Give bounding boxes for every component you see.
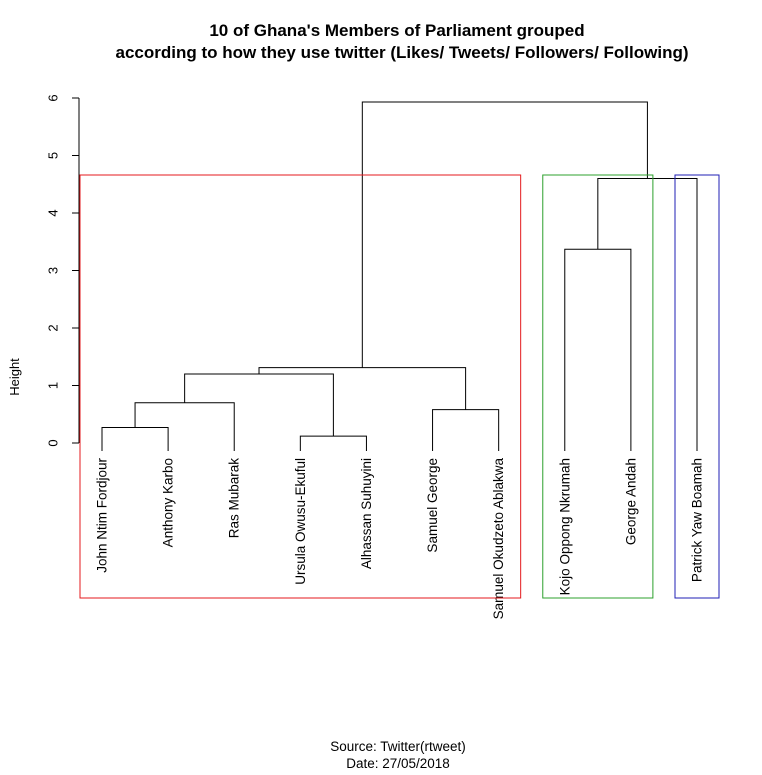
dendrogram-branch (185, 374, 334, 436)
leaf-label: Samuel George (425, 458, 440, 553)
y-axis-label: Height (7, 358, 22, 396)
y-tick-label: 5 (46, 152, 61, 159)
leaf-label: Ras Mubarak (227, 458, 242, 539)
leaf-label: Ursula Owusu-Ekuful (293, 458, 308, 585)
y-tick-label: 4 (46, 209, 61, 216)
leaf-label: Anthony Karbo (161, 458, 176, 547)
leaf-label: John Ntim Fordjour (95, 458, 110, 573)
leaf-labels: John Ntim Fordjour Anthony Karbo Ras Mubar… (95, 458, 705, 620)
dendrogram-branch (433, 410, 499, 451)
caption-date: Date: 27/05/2018 (346, 756, 450, 771)
leaf-label: Kojo Oppong Nkrumah (557, 458, 572, 595)
chart-title-line2: according to how they use twitter (Likes… (115, 43, 688, 62)
y-tick-label: 6 (46, 94, 61, 101)
caption-source: Source: Twitter(rtweet) (330, 739, 466, 754)
dendrogram-tree (102, 102, 697, 451)
dendrogram-branch (300, 436, 366, 451)
y-axis: 0 1 2 3 4 5 6 (46, 94, 80, 446)
dendrogram-branch (135, 403, 234, 451)
dendrogram-branch (102, 427, 168, 451)
leaf-label: George Andah (623, 458, 638, 545)
y-tick-label: 3 (46, 267, 61, 274)
leaf-label: Samuel Okudzeto Ablakwa (491, 458, 506, 620)
leaf-label: Patrick Yaw Boamah (690, 458, 705, 582)
dendrogram-branch (565, 249, 631, 451)
leaf-label: Alhassan Suhuyini (359, 458, 374, 569)
dendrogram-branch (362, 102, 647, 368)
dendrogram-branch (598, 179, 697, 452)
y-tick-label: 2 (46, 324, 61, 331)
chart-title-line1: 10 of Ghana's Members of Parliament grou… (209, 21, 584, 40)
y-tick-label: 0 (46, 439, 61, 446)
y-tick-label: 1 (46, 382, 61, 389)
